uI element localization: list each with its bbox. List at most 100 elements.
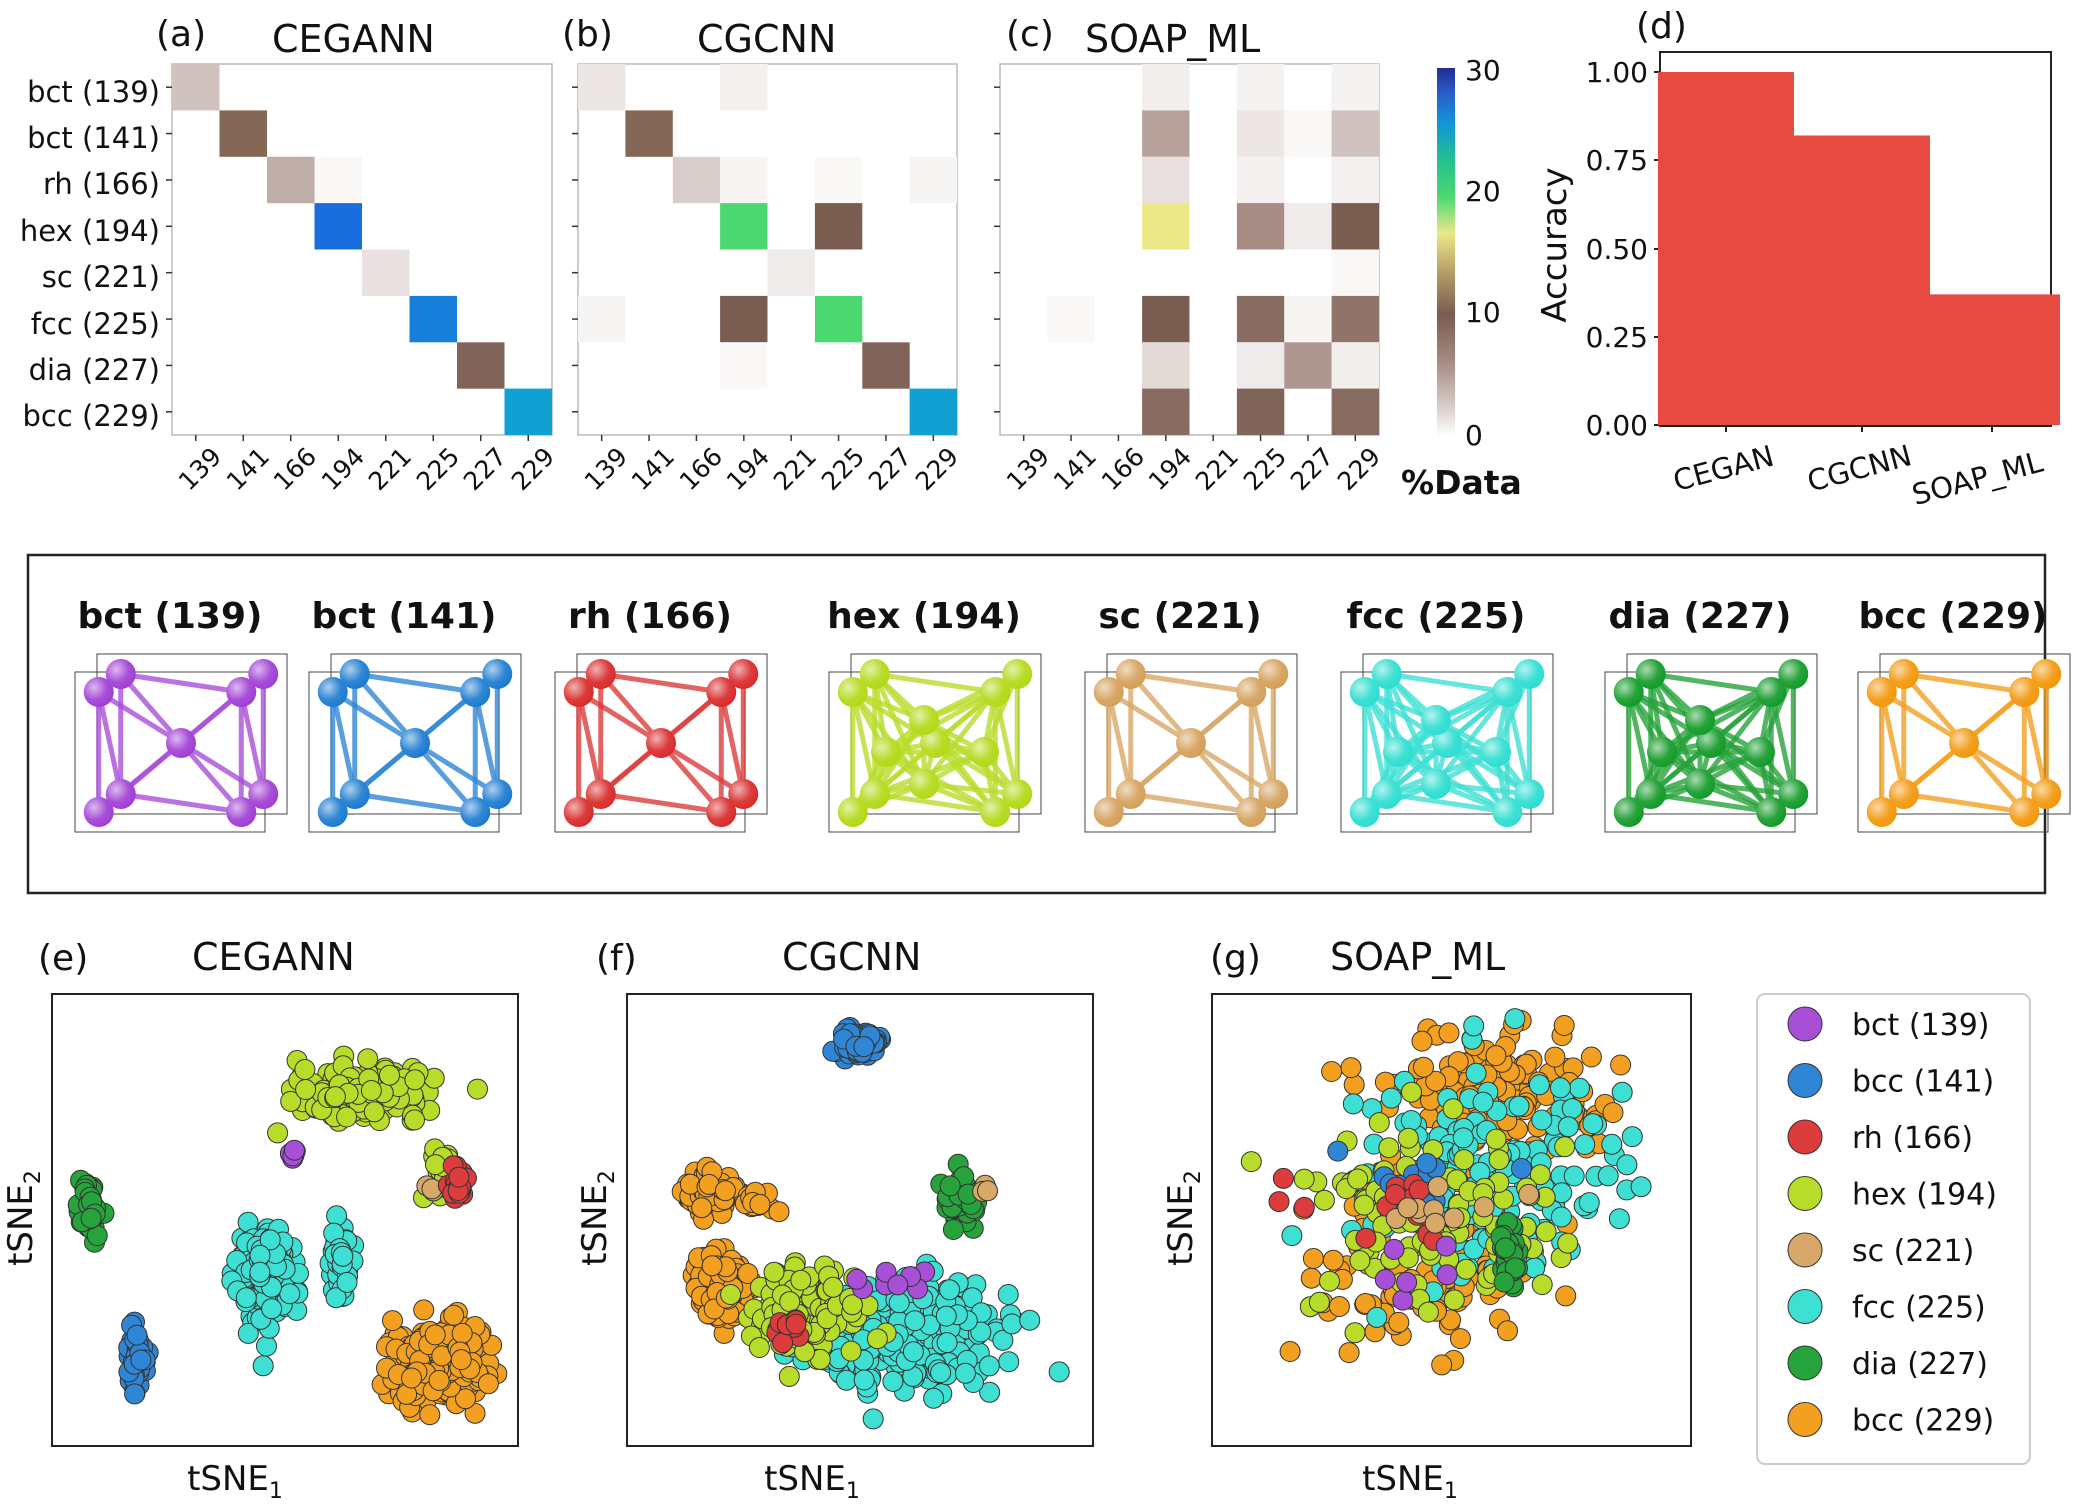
col-label: 141 <box>1048 442 1102 496</box>
scatter-point <box>1019 1309 1041 1331</box>
legend-swatch <box>1787 1345 1823 1381</box>
scatter-point <box>1417 1301 1439 1323</box>
heatmap-cell <box>1236 295 1285 343</box>
heatmap-cell <box>1142 388 1190 435</box>
scatter-point <box>1463 1015 1485 1037</box>
col-label: 221 <box>363 442 417 496</box>
scatter-point <box>404 1109 425 1131</box>
scatter-point <box>1366 1306 1388 1328</box>
scatter-point <box>1384 1184 1406 1205</box>
tsne-points-f <box>671 1017 1070 1430</box>
scatter-point <box>467 1078 488 1100</box>
scatter-point <box>1368 1112 1390 1134</box>
scatter-point <box>1322 1249 1344 1271</box>
scatter-point <box>1616 1154 1638 1176</box>
tsne-points-e <box>67 1045 508 1426</box>
scatter-point <box>1347 1168 1369 1190</box>
legend-swatch <box>1787 1006 1823 1042</box>
heatmap-cell <box>1236 64 1285 111</box>
col-label: 225 <box>816 442 870 496</box>
scatter-point <box>1597 1165 1619 1187</box>
structure-label: bct (141) <box>312 596 497 637</box>
scatter-point <box>1608 1208 1630 1230</box>
scatter-point <box>992 1329 1014 1351</box>
legend-label: sc (221) <box>1852 1234 1974 1269</box>
scatter-point <box>998 1351 1020 1373</box>
scatter-point <box>382 1310 403 1332</box>
scatter-point <box>1472 1091 1494 1113</box>
scatter-point <box>267 1122 289 1144</box>
structure-label: dia (227) <box>1609 596 1792 637</box>
scatter-point <box>866 1328 888 1350</box>
scatter-point <box>379 1064 400 1086</box>
scatter-point <box>1343 1074 1365 1096</box>
col-label: 227 <box>863 442 917 496</box>
scatter-point <box>1531 1274 1553 1296</box>
col-label: 194 <box>721 442 775 496</box>
colorbar-label: %Data <box>1401 463 1522 502</box>
panel-letter-e: (e) <box>38 938 88 979</box>
scatter-point <box>1508 1095 1530 1117</box>
scatter-point <box>1427 1176 1449 1198</box>
scatter-point <box>902 1341 924 1363</box>
scatter-point <box>923 1387 945 1409</box>
bcc-229-crystal-icon <box>1857 653 2071 833</box>
scatter-point <box>930 1362 952 1384</box>
heatmap-cell <box>862 342 910 389</box>
scatter-point <box>748 1337 770 1358</box>
bar-category-label: CGCNN <box>1804 438 1916 498</box>
hex-194-crystal-icon <box>828 653 1042 833</box>
scatter-point <box>1416 1152 1438 1174</box>
scatter-point <box>1328 1296 1350 1317</box>
row-label: sc (221) <box>42 260 160 294</box>
tsne-xlabel: tSNE1 <box>187 1459 283 1504</box>
scatter-point <box>283 1139 305 1161</box>
legend-swatch <box>1787 1063 1823 1098</box>
scatter-point <box>790 1269 812 1291</box>
row-label: hex (194) <box>20 214 160 248</box>
legend-frame <box>1756 993 2031 1465</box>
panel-c: (c) SOAP_ML 139 141 166 194 221 225 227 … <box>994 14 1386 496</box>
colorbar-tick: 20 <box>1465 175 1501 208</box>
heatmap-cell <box>1142 110 1190 157</box>
scatter-point <box>1392 1289 1414 1311</box>
scatter-point <box>1397 1127 1419 1149</box>
bar-y-axis: 1.00 0.75 0.50 0.25 0.00 <box>1586 56 1660 442</box>
heatmap-cell <box>767 249 815 296</box>
heatmap-cell <box>672 156 721 204</box>
legend-label: bct (139) <box>1852 1008 1990 1043</box>
heatmap-cell <box>814 203 863 250</box>
structure-label: fcc (225) <box>1347 596 1526 637</box>
col-label: 194 <box>316 442 370 496</box>
tsne-xlabel: tSNE1 <box>1362 1459 1458 1504</box>
scatter-point <box>1442 1098 1464 1120</box>
scatter-point <box>887 1274 909 1296</box>
scatter-point <box>1313 1189 1335 1211</box>
scatter-point <box>749 1193 771 1215</box>
scatter-point <box>1528 1074 1550 1096</box>
heatmap-cell <box>1331 249 1379 296</box>
scatter-point <box>1531 1109 1553 1131</box>
scatter-point <box>448 1166 470 1188</box>
colorbar-tick: 0 <box>1465 419 1483 452</box>
panel-title-a: CEGANN <box>272 17 435 61</box>
scatter-point <box>936 1332 958 1354</box>
scatter-point <box>1374 1269 1396 1290</box>
panel-title-e: CEGANN <box>192 935 355 979</box>
scatter-point <box>1438 1022 1460 1044</box>
scatter-point <box>1443 1289 1465 1311</box>
scatter-point <box>1455 1258 1477 1280</box>
colorbar: 30 20 10 0 %Data <box>1401 54 1522 502</box>
colorbar-tick: 10 <box>1465 296 1501 329</box>
legend-item: bcc (141) <box>1787 1063 1994 1100</box>
scatter-point <box>464 1402 486 1424</box>
scatter-point <box>401 1367 422 1389</box>
panel-title-g: SOAP_ML <box>1330 935 1505 979</box>
legend-label: dia (227) <box>1852 1347 1988 1382</box>
heatmap-cell <box>1331 295 1379 343</box>
dia-227-crystal-icon <box>1604 653 1818 833</box>
heatmap-cells-c <box>994 64 1379 441</box>
bar-category-label: CEGAN <box>1669 439 1777 498</box>
y-tick-label: 0.50 <box>1586 233 1648 266</box>
scatter-point <box>979 1381 1001 1403</box>
